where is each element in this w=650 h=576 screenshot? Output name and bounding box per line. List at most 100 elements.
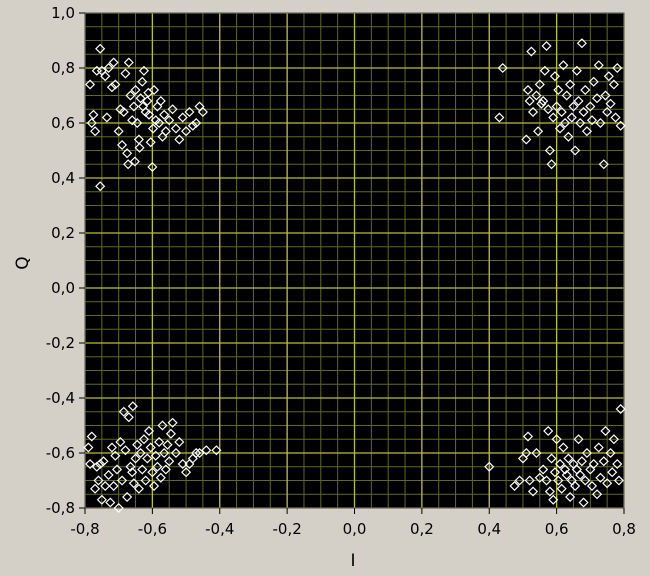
x-axis-label: I [350,551,355,571]
data-point [563,453,574,464]
data-point [613,475,624,486]
data-point [93,475,104,486]
data-point [600,425,611,437]
data-point [128,101,139,112]
data-point [159,447,170,459]
data-point [571,65,582,76]
data-point [165,428,176,439]
data-point [159,109,170,120]
axes: -0,8 -0,6 -0,4 -0,2 0,0 0,2 0,4 0,6 0,8 -0,8 -0,6 -… [46,4,636,538]
data-point [137,464,148,475]
data-point [595,117,606,129]
data-point [90,126,101,137]
data-point [539,65,550,76]
data-point [581,126,592,137]
data-point [543,104,554,115]
data-point [558,442,569,453]
data-point [108,480,119,492]
data-point [96,494,107,505]
data-point [128,478,139,489]
data-point [86,117,97,129]
data-point [118,106,129,118]
data-point [127,467,138,478]
y-tick-label: -0,6 [46,444,75,462]
data-point [593,442,604,453]
data-point [586,115,598,126]
data-point [132,439,143,450]
data-point [191,117,202,129]
y-tick-label: 0,6 [51,114,75,132]
data-point [160,126,171,137]
data-point [514,475,525,486]
data-point [586,480,598,492]
data-point [145,137,156,148]
data-point [149,84,160,96]
data-point [527,106,539,118]
data-point [556,483,567,494]
data-point [103,469,114,481]
data-point [608,79,619,90]
data-point [538,95,549,107]
y-tick-label: -0,4 [46,389,75,407]
data-point [101,112,112,123]
data-point [132,117,143,129]
data-point [533,126,544,137]
data-point [111,464,123,475]
data-point [123,412,134,423]
data-point [534,79,545,90]
data-point [558,60,569,71]
data-point [142,453,153,464]
data-point [612,62,623,74]
data-point [106,82,117,93]
data-point [551,434,562,445]
data-point [86,431,97,442]
data-point [509,480,520,492]
data-point [588,76,599,87]
data-point [95,181,106,192]
data-point [546,453,557,464]
data-point [145,442,156,453]
data-point [105,497,116,508]
data-point [83,442,94,453]
data-point [494,112,505,123]
data-point [548,112,559,123]
data-point [553,84,564,96]
data-point [118,406,129,417]
x-tick-label: 0,8 [612,520,636,538]
data-point [130,453,141,464]
data-point [522,431,534,442]
data-point [527,486,539,497]
y-tick-label: -0,2 [46,334,75,352]
data-point [580,475,591,486]
data-point [147,161,158,173]
data-point [592,489,603,500]
data-point [197,106,208,118]
data-point [122,148,133,159]
data-point [170,447,182,459]
data-point [563,131,574,142]
data-point [123,57,134,68]
data-point [576,456,587,467]
data-point [551,101,562,112]
y-tick-label: 0,8 [51,59,75,77]
data-point [575,469,586,481]
data-point [135,447,146,459]
data-point [135,93,146,104]
data-point [85,458,96,470]
data-point [100,71,111,82]
data-point [600,90,611,101]
data-point [155,472,166,483]
x-tick-label: -0,2 [272,520,301,538]
data-point [123,159,134,170]
data-point [538,464,549,475]
data-point [113,502,124,514]
data-point [127,401,138,412]
data-point [559,464,571,475]
data-point [133,483,144,494]
plot-area [84,12,625,509]
data-point [187,120,198,131]
data-point [120,445,131,456]
data-point [181,126,192,137]
data-point [522,84,534,96]
data-point [100,480,111,492]
